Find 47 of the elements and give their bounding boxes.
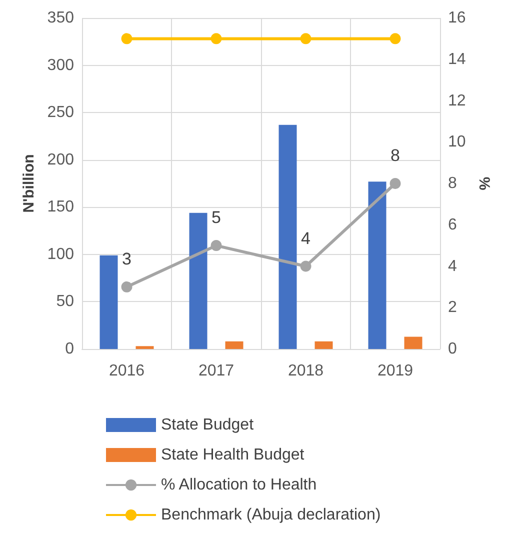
y2-tick-label: 4 xyxy=(448,258,457,275)
x-tick-label: 2016 xyxy=(108,362,145,380)
point xyxy=(390,33,401,44)
point xyxy=(210,240,222,252)
data-label: 8 xyxy=(390,146,400,165)
point xyxy=(390,178,401,189)
y-tick-label: 0 xyxy=(65,340,74,358)
legend-label: Benchmark (Abuja declaration) xyxy=(161,506,381,524)
y-tick-label: 300 xyxy=(47,56,74,74)
bar xyxy=(404,336,422,349)
y-tick-label: 250 xyxy=(47,104,74,122)
x-tick-label: 2018 xyxy=(288,362,324,380)
bar xyxy=(225,341,244,349)
y2-tick-label: 2 xyxy=(448,299,457,316)
bar xyxy=(314,341,333,349)
y2-tick-label: 12 xyxy=(448,92,466,110)
data-label: 5 xyxy=(212,208,221,228)
y-tick-label: 150 xyxy=(47,198,74,216)
point xyxy=(121,281,132,292)
point xyxy=(210,33,222,44)
x-tick-label: 2017 xyxy=(198,362,234,380)
point xyxy=(300,260,312,272)
y2-tick-label: 10 xyxy=(448,134,466,151)
y-tick-label: 100 xyxy=(47,246,74,263)
y2-tick-label: 0 xyxy=(448,340,457,358)
point xyxy=(300,33,312,44)
bar xyxy=(368,182,386,349)
bar xyxy=(189,212,208,349)
y-tick-label: 200 xyxy=(47,151,74,168)
y-tick-label: 50 xyxy=(56,293,74,310)
y-tick-label: 350 xyxy=(47,10,74,26)
y2-tick-label: 6 xyxy=(448,216,457,234)
y2-tick-label: 16 xyxy=(448,10,466,26)
bar xyxy=(278,124,297,349)
point xyxy=(121,33,132,44)
x-tick-label: 2019 xyxy=(377,362,414,380)
y2-tick-label: 14 xyxy=(448,50,466,68)
data-label: 3 xyxy=(122,249,132,268)
legend-label: State Budget xyxy=(161,416,254,434)
legend-label: % Allocation to Health xyxy=(161,476,317,494)
bar xyxy=(100,255,118,349)
bar xyxy=(136,346,154,349)
y2-axis-title: % xyxy=(476,176,493,190)
legend-label: State Health Budget xyxy=(161,446,305,464)
y2-tick-label: 8 xyxy=(448,175,457,192)
y-axis-title: N'billion xyxy=(20,154,38,213)
data-label: 4 xyxy=(301,228,310,248)
